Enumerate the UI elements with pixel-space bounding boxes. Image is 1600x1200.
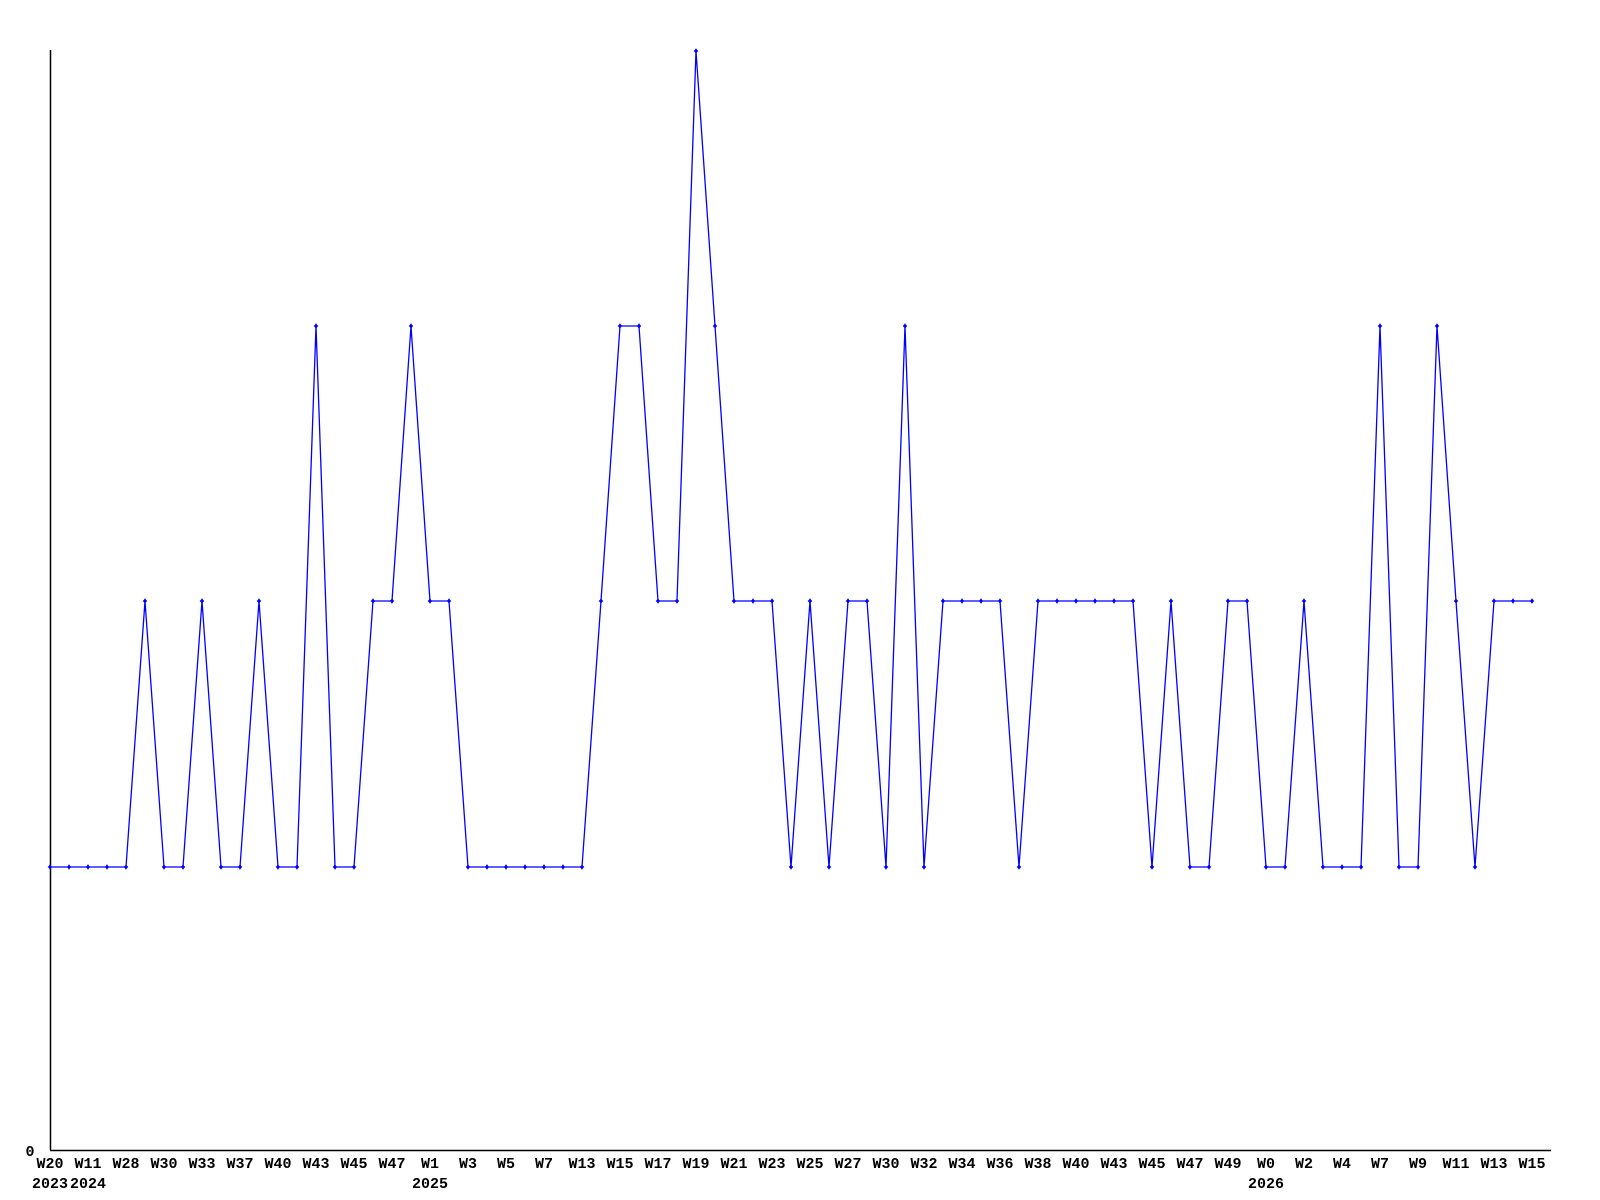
svg-text:W37: W37 [226,1156,253,1173]
svg-text:2023: 2023 [32,1176,68,1193]
svg-text:W30: W30 [872,1156,899,1173]
svg-text:W47: W47 [1176,1156,1203,1173]
svg-text:W5: W5 [497,1156,515,1173]
svg-text:W25: W25 [796,1156,823,1173]
svg-text:W23: W23 [758,1156,785,1173]
svg-text:W34: W34 [948,1156,975,1173]
svg-text:W45: W45 [340,1156,367,1173]
svg-text:W43: W43 [1100,1156,1127,1173]
svg-text:W40: W40 [264,1156,291,1173]
svg-text:W32: W32 [910,1156,937,1173]
svg-text:2026: 2026 [1248,1176,1284,1193]
svg-text:2024: 2024 [70,1176,106,1193]
svg-text:W4: W4 [1333,1156,1351,1173]
svg-text:W33: W33 [188,1156,215,1173]
svg-text:W45: W45 [1138,1156,1165,1173]
svg-text:2025: 2025 [412,1176,448,1193]
svg-text:W28: W28 [112,1156,139,1173]
svg-text:W9: W9 [1409,1156,1427,1173]
svg-text:W7: W7 [1371,1156,1389,1173]
svg-text:W3: W3 [459,1156,477,1173]
svg-text:W36: W36 [986,1156,1013,1173]
svg-text:W20: W20 [36,1156,63,1173]
svg-text:W13: W13 [568,1156,595,1173]
svg-text:W47: W47 [378,1156,405,1173]
svg-text:W13: W13 [1480,1156,1507,1173]
svg-text:W2: W2 [1295,1156,1313,1173]
svg-text:W7: W7 [535,1156,553,1173]
svg-text:W27: W27 [834,1156,861,1173]
svg-text:W49: W49 [1214,1156,1241,1173]
svg-text:W30: W30 [150,1156,177,1173]
svg-text:W40: W40 [1062,1156,1089,1173]
svg-text:W38: W38 [1024,1156,1051,1173]
svg-text:W43: W43 [302,1156,329,1173]
svg-text:W15: W15 [1518,1156,1545,1173]
svg-text:W21: W21 [720,1156,747,1173]
svg-text:W15: W15 [606,1156,633,1173]
svg-text:W17: W17 [644,1156,671,1173]
svg-text:W11: W11 [1442,1156,1469,1173]
svg-text:W19: W19 [682,1156,709,1173]
svg-text:0: 0 [25,1144,34,1161]
svg-text:W11: W11 [74,1156,101,1173]
svg-text:W0: W0 [1257,1156,1275,1173]
svg-text:W1: W1 [421,1156,439,1173]
